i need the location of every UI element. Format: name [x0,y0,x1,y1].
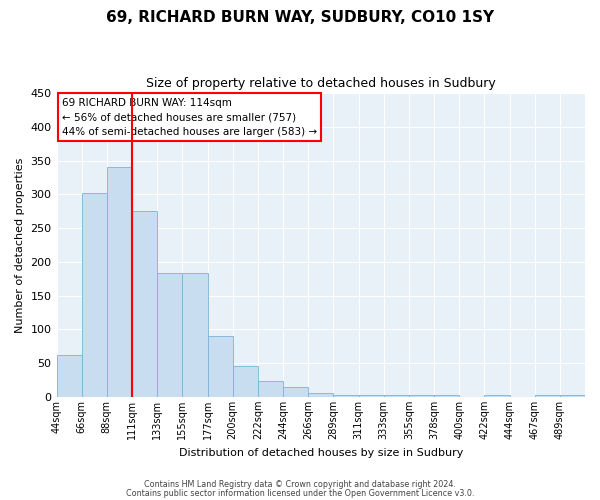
Bar [308,393,334,397]
Text: Contains public sector information licensed under the Open Government Licence v3: Contains public sector information licen… [126,489,474,498]
Bar [56,355,82,397]
Bar [82,193,107,397]
Bar [283,387,308,397]
Y-axis label: Number of detached properties: Number of detached properties [15,158,25,332]
Bar [535,395,560,397]
Bar [157,272,182,397]
Bar [233,366,258,397]
Bar [434,395,459,397]
Text: 69, RICHARD BURN WAY, SUDBURY, CO10 1SY: 69, RICHARD BURN WAY, SUDBURY, CO10 1SY [106,10,494,25]
Bar [383,395,409,397]
Bar [182,272,208,397]
Bar [258,380,283,397]
Bar [107,168,132,397]
Bar [484,395,509,397]
X-axis label: Distribution of detached houses by size in Sudbury: Distribution of detached houses by size … [179,448,463,458]
Bar [132,211,157,397]
Text: Contains HM Land Registry data © Crown copyright and database right 2024.: Contains HM Land Registry data © Crown c… [144,480,456,489]
Bar [359,395,383,397]
Bar [334,395,359,397]
Bar [208,336,233,397]
Bar [409,395,434,397]
Title: Size of property relative to detached houses in Sudbury: Size of property relative to detached ho… [146,78,496,90]
Text: 69 RICHARD BURN WAY: 114sqm
← 56% of detached houses are smaller (757)
44% of se: 69 RICHARD BURN WAY: 114sqm ← 56% of det… [62,98,317,137]
Bar [560,395,585,397]
